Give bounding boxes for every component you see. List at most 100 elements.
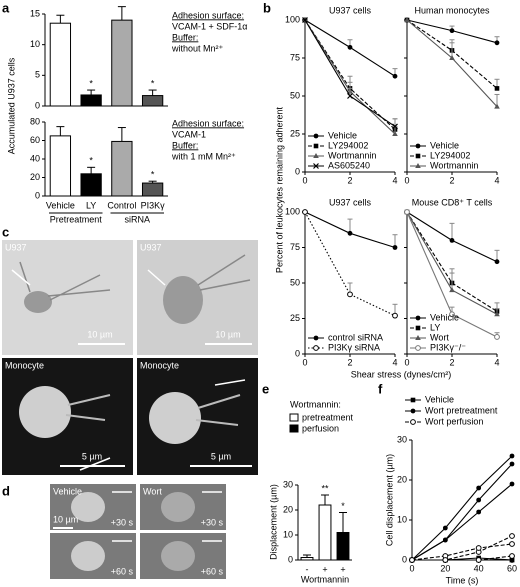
y-tick-label: 25 bbox=[290, 313, 300, 323]
image-label: Monocyte bbox=[140, 360, 179, 370]
image-label: U937 bbox=[5, 242, 27, 252]
marker bbox=[449, 287, 455, 293]
x-tick-label: PI3Kγ bbox=[141, 200, 166, 210]
series-line bbox=[304, 211, 396, 317]
y-tick-label: 20 bbox=[283, 504, 293, 514]
chart-title: Mouse CD8⁺ T cells bbox=[412, 197, 493, 207]
bar bbox=[49, 135, 72, 197]
arrow bbox=[11, 269, 246, 471]
marker bbox=[475, 545, 482, 551]
x-tick-label: 40 bbox=[474, 563, 484, 573]
cell bbox=[161, 492, 195, 522]
scale-label: 5 µm bbox=[211, 451, 231, 461]
tether bbox=[65, 394, 111, 421]
marker bbox=[347, 44, 353, 50]
bar bbox=[318, 504, 332, 561]
bar bbox=[141, 182, 164, 197]
marker bbox=[442, 525, 448, 531]
annotation: Buffer: bbox=[172, 32, 198, 42]
panel-letter: b bbox=[263, 0, 271, 15]
marker bbox=[442, 557, 449, 563]
marker bbox=[494, 334, 500, 340]
legend-label: PI3Kγ⁻/⁻ bbox=[430, 342, 466, 352]
marker bbox=[392, 123, 398, 130]
x-tick-label: 0 bbox=[302, 357, 307, 367]
legend-label: Vehicle bbox=[430, 140, 459, 150]
chart-title: U937 cells bbox=[329, 197, 372, 207]
marker bbox=[415, 143, 421, 149]
y-tick-label: 100 bbox=[285, 206, 300, 216]
marker bbox=[313, 133, 319, 139]
x-tick-label: 0 bbox=[409, 563, 414, 573]
marker bbox=[347, 291, 353, 298]
y-tick-label: 75 bbox=[290, 242, 300, 252]
panel-letter: c bbox=[2, 224, 9, 239]
marker bbox=[404, 17, 410, 22]
tether bbox=[195, 394, 241, 426]
x-tick-label: + bbox=[340, 564, 345, 574]
marker bbox=[509, 461, 515, 467]
x-axis-label: Wortmannin bbox=[301, 574, 349, 584]
annotation: Adhesion surface: bbox=[172, 10, 244, 20]
y-tick-label: 0 bbox=[295, 348, 300, 358]
series-line bbox=[411, 543, 513, 561]
image-label: Monocyte bbox=[5, 360, 44, 370]
legend-label: perfusion bbox=[302, 423, 339, 433]
x-tick-label: LY bbox=[86, 200, 96, 210]
y-tick-label: 5 bbox=[35, 70, 40, 80]
annotation: VCAM-1 bbox=[172, 129, 206, 139]
x-tick-label: 2 bbox=[347, 357, 352, 367]
time-label: +60 s bbox=[201, 566, 224, 576]
marker bbox=[476, 509, 482, 515]
marker bbox=[509, 533, 515, 539]
series-line bbox=[412, 555, 513, 561]
time-label: +60 s bbox=[111, 566, 134, 576]
annotation: with 1 mM Mn²⁺ bbox=[171, 151, 236, 161]
marker bbox=[347, 230, 353, 236]
marker bbox=[509, 481, 515, 487]
marker bbox=[415, 153, 421, 159]
bar bbox=[49, 22, 72, 107]
marker bbox=[442, 537, 448, 543]
y-tick-label: 100 bbox=[285, 14, 300, 24]
x-tick-label: 4 bbox=[392, 357, 397, 367]
y-tick-label: 15 bbox=[30, 8, 40, 18]
marker bbox=[415, 345, 421, 351]
marker bbox=[404, 209, 410, 215]
y-tick-label: 10 bbox=[283, 529, 293, 539]
image-label: U937 bbox=[140, 242, 162, 252]
y-tick-label: 60 bbox=[30, 135, 40, 145]
scale-label: 10 µm bbox=[87, 329, 112, 339]
y-tick-label: 0 bbox=[295, 166, 300, 176]
x-tick-label: 0 bbox=[404, 357, 409, 367]
legend-label: control siRNA bbox=[328, 332, 383, 342]
marker bbox=[415, 315, 421, 321]
scale-label: 10 µm bbox=[53, 514, 78, 524]
x-axis-label: Time (s) bbox=[446, 575, 479, 585]
x-tick-label: 2 bbox=[347, 175, 352, 185]
marker bbox=[449, 55, 455, 60]
scale-label: 5 µm bbox=[82, 451, 102, 461]
marker bbox=[313, 335, 319, 341]
y-tick-label: 0 bbox=[35, 190, 40, 200]
marker bbox=[415, 325, 421, 331]
cell bbox=[71, 541, 105, 571]
chart-title: Human monocytes bbox=[414, 5, 490, 15]
marker bbox=[494, 103, 500, 109]
marker bbox=[449, 238, 455, 243]
y-tick-label: 80 bbox=[30, 116, 40, 126]
time-label: +30 s bbox=[201, 517, 224, 527]
legend-label: LY294002 bbox=[430, 150, 470, 160]
legend-label: AS605240 bbox=[328, 160, 370, 170]
bar bbox=[111, 19, 133, 107]
y-tick-label: 0 bbox=[402, 554, 407, 564]
x-tick-label: 2 bbox=[449, 175, 454, 185]
y-tick-label: 10 bbox=[30, 39, 40, 49]
marker bbox=[410, 408, 416, 414]
x-tick-label: Vehicle bbox=[46, 200, 75, 210]
annotation: Adhesion surface: bbox=[172, 118, 244, 128]
annotation: without Mn²⁺ bbox=[171, 43, 224, 53]
legend-label: Vehicle bbox=[425, 394, 454, 404]
significance: * bbox=[89, 78, 93, 88]
y-tick-label: 40 bbox=[30, 153, 40, 163]
